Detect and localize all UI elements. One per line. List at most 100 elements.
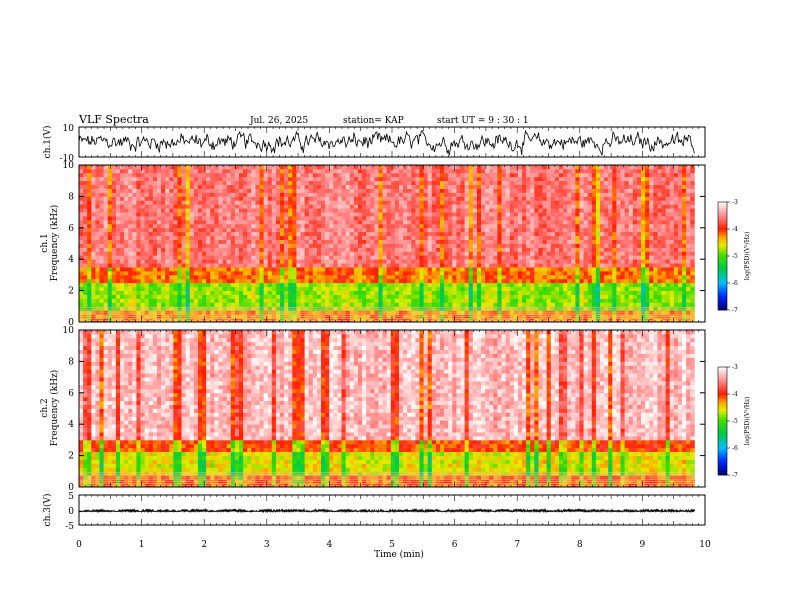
spectrogram-cell bbox=[329, 172, 334, 178]
spectrogram-cell bbox=[530, 274, 535, 280]
spectrogram-cell bbox=[267, 278, 273, 284]
spectrogram-cell bbox=[370, 259, 375, 264]
spectrogram-cell bbox=[444, 231, 449, 237]
spectrogram-cell bbox=[526, 251, 531, 256]
spectrogram-cell bbox=[546, 263, 552, 268]
spectrogram-cell bbox=[382, 263, 388, 268]
spectrogram-cell bbox=[415, 204, 420, 209]
spectrogram-cell bbox=[189, 239, 195, 244]
spectrogram-cell bbox=[349, 278, 355, 284]
spectrogram-cell bbox=[280, 208, 285, 213]
spectrogram-cell bbox=[79, 294, 84, 299]
spectrogram-cell bbox=[230, 270, 236, 276]
spectrogram-cell bbox=[509, 259, 515, 264]
spectrogram-cell bbox=[161, 306, 166, 311]
spectrogram-cell bbox=[325, 239, 330, 244]
spectrogram-cell bbox=[214, 286, 219, 292]
spectrogram-cell bbox=[345, 165, 351, 170]
spectrogram-cell bbox=[99, 267, 105, 272]
spectrogram-cell bbox=[353, 216, 359, 221]
spectrogram-cell bbox=[493, 314, 498, 319]
spectrogram-cell bbox=[468, 259, 474, 264]
spectrogram-cell bbox=[189, 306, 195, 311]
spectrogram-cell bbox=[103, 294, 109, 299]
spectrogram-cell bbox=[169, 274, 174, 280]
spectrogram-cell bbox=[353, 259, 359, 264]
spectrogram-cell bbox=[218, 290, 223, 295]
spectrogram-cell bbox=[444, 263, 449, 268]
spectrogram-cell bbox=[255, 239, 260, 244]
spectrogram-cell bbox=[579, 278, 584, 284]
spectrogram-cell bbox=[579, 247, 584, 252]
spectrogram-cell bbox=[497, 180, 502, 186]
spectrogram-cell bbox=[538, 243, 543, 248]
spectrogram-cell bbox=[460, 298, 466, 303]
spectrogram-cell bbox=[234, 176, 240, 182]
spectrogram-cell bbox=[189, 298, 195, 303]
spectrogram-cell bbox=[263, 204, 269, 209]
spectrogram-cell bbox=[308, 290, 314, 295]
spectrogram-cell bbox=[440, 227, 445, 233]
spectrogram-cell bbox=[288, 168, 293, 174]
spectrogram-cell bbox=[403, 216, 408, 221]
spectrogram-cell bbox=[497, 227, 502, 233]
spectrogram-cell bbox=[218, 270, 223, 276]
spectrogram-cell bbox=[255, 188, 260, 193]
spectrogram-cell bbox=[472, 286, 478, 292]
spectrogram-cell bbox=[460, 310, 466, 315]
spectrogram-cell bbox=[275, 270, 281, 276]
spectrogram-cell bbox=[275, 310, 281, 315]
spectrogram-cell bbox=[111, 208, 117, 213]
ch1-ytick-bottom: -10 bbox=[60, 154, 75, 164]
spectrogram-cell bbox=[189, 274, 195, 280]
spectrogram-cell bbox=[353, 200, 359, 205]
spectrogram-cell bbox=[427, 239, 433, 244]
spectrogram-cell bbox=[136, 251, 141, 256]
spectrogram-cell bbox=[485, 165, 490, 170]
spectrogram-cell bbox=[107, 243, 113, 248]
spectrogram-cell bbox=[423, 259, 429, 264]
spectrogram-cell bbox=[440, 267, 445, 272]
spectrogram-cell bbox=[230, 223, 236, 229]
spectrogram-cell bbox=[185, 298, 191, 303]
spectrogram-cell bbox=[587, 216, 593, 221]
spectrogram-cell bbox=[485, 282, 490, 288]
spectrogram-cell bbox=[128, 212, 133, 217]
spectrogram-cell bbox=[181, 212, 187, 217]
spectrogram-cell bbox=[476, 286, 482, 292]
spectrogram-cell bbox=[357, 216, 363, 221]
spectrogram-cell bbox=[349, 165, 355, 170]
spectrogram-cell bbox=[161, 168, 166, 174]
spectrogram-cell bbox=[296, 196, 301, 201]
spectrogram-cell bbox=[526, 239, 531, 244]
spectrogram-cell bbox=[440, 247, 445, 252]
spectrogram-cell bbox=[247, 176, 252, 182]
spectrogram-cell bbox=[550, 255, 556, 260]
spectrogram-cell bbox=[107, 294, 113, 299]
spectrogram-cell bbox=[202, 267, 207, 272]
spectrogram-cell bbox=[222, 259, 228, 264]
spectrogram-cell bbox=[87, 274, 92, 280]
spectrogram-cell bbox=[267, 196, 273, 201]
spectrogram-cell bbox=[435, 274, 441, 280]
spectrogram-cell bbox=[181, 298, 187, 303]
spectrogram-cell bbox=[481, 294, 486, 299]
spectrogram-cell bbox=[522, 267, 527, 272]
spectrogram-cell bbox=[546, 294, 552, 299]
spectrogram-cell bbox=[468, 168, 474, 174]
spectrogram-cell bbox=[407, 243, 412, 248]
spectrogram-cell bbox=[247, 172, 252, 178]
spectrogram-cell bbox=[259, 168, 265, 174]
spectrogram-cell bbox=[181, 251, 187, 256]
spectrogram-cell bbox=[83, 212, 88, 217]
spectrogram-cell bbox=[316, 290, 322, 295]
spectrogram-cell bbox=[329, 204, 334, 209]
spectrogram-cell bbox=[95, 212, 100, 217]
spectrogram-cell bbox=[316, 168, 322, 174]
spectrogram-cell bbox=[128, 294, 133, 299]
spectrogram-cell bbox=[206, 243, 211, 248]
spectrogram-cell bbox=[526, 168, 531, 174]
spectrogram-cell bbox=[493, 282, 498, 288]
spectrogram-cell bbox=[403, 314, 408, 319]
spectrogram-cell bbox=[481, 212, 486, 217]
